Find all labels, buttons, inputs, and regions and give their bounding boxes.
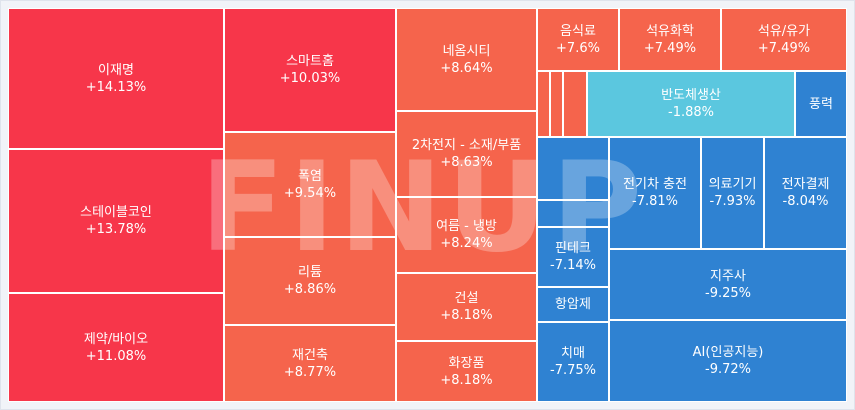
treemap-filler-tile — [537, 71, 550, 137]
tile-change: +8.63% — [440, 155, 493, 170]
tile-name: 건설 — [454, 291, 479, 306]
tile-name: 이재명 — [98, 62, 134, 78]
tile-name: 핀테크 — [555, 241, 591, 256]
tile-name: 여름 - 냉방 — [436, 219, 497, 234]
tile-change: -7.75% — [550, 363, 596, 378]
treemap-tile[interactable]: AI(인공지능) -9.72% — [609, 320, 847, 402]
tile-name: 항암제 — [555, 297, 591, 312]
tile-change: -1.88% — [668, 105, 714, 120]
treemap-tile[interactable]: 항암제 — [537, 287, 609, 322]
treemap-tile[interactable]: 이재명 +14.13% — [8, 8, 224, 149]
tile-change: +8.18% — [440, 372, 493, 388]
tile-name: 폭염 — [298, 168, 322, 184]
tile-change: -8.04% — [782, 194, 829, 209]
tile-change: +9.54% — [283, 185, 337, 201]
treemap-tile[interactable]: 반도체생산 -1.88% — [587, 71, 795, 137]
tile-change: +14.13% — [85, 79, 147, 95]
treemap-filler-tile — [550, 71, 563, 137]
tile-change: +13.78% — [85, 222, 147, 237]
treemap-tile[interactable]: 건설 +8.18% — [396, 273, 537, 341]
tile-change: +11.08% — [85, 348, 147, 364]
treemap-tile[interactable]: 석유화학 +7.49% — [619, 8, 721, 71]
tile-name: 제약/바이오 — [83, 331, 149, 347]
tile-name: 치매 — [561, 346, 585, 361]
treemap-tile[interactable]: 전기차 충전 -7.81% — [609, 137, 701, 249]
treemap-tile[interactable]: 전자결제 -8.04% — [764, 137, 847, 249]
treemap-tile[interactable]: 화장품 +8.18% — [396, 341, 537, 402]
treemap-tile[interactable]: 여름 - 냉방 +8.24% — [396, 197, 537, 273]
tile-name: 반도체생산 — [661, 88, 721, 103]
treemap-tile[interactable]: 폭염 +9.54% — [224, 132, 396, 237]
treemap-tile[interactable]: 핀테크 -7.14% — [537, 227, 609, 287]
tile-name: 전기차 충전 — [623, 177, 687, 192]
treemap-tile[interactable]: 스마트홈 +10.03% — [224, 8, 396, 132]
treemap-tile[interactable]: 치매 -7.75% — [537, 322, 609, 402]
treemap-tile[interactable]: 재건축 +8.77% — [224, 325, 396, 402]
treemap-tile[interactable]: 지주사 -9.25% — [609, 249, 847, 320]
treemap-tile[interactable]: 풍력 — [795, 71, 847, 137]
treemap-tile[interactable]: 스테이블코인 +13.78% — [8, 149, 224, 293]
treemap-tile[interactable]: 리튬 +8.86% — [224, 237, 396, 325]
tile-change: +7.49% — [757, 40, 811, 56]
tile-name: 스마트홈 — [286, 54, 334, 69]
tile-change: -9.25% — [705, 285, 751, 301]
treemap-filler-tile — [537, 137, 609, 200]
treemap-tile[interactable]: 의료기기 -7.93% — [701, 137, 764, 249]
tile-name: 리튬 — [298, 265, 322, 280]
tile-change: +8.77% — [283, 364, 337, 380]
tile-change: +7.49% — [643, 40, 697, 56]
tile-name: 석유/유가 — [757, 23, 811, 39]
treemap-tile[interactable]: 석유/유가 +7.49% — [721, 8, 847, 71]
tile-name: 석유화학 — [646, 23, 694, 39]
tile-name: 음식료 — [560, 23, 596, 39]
treemap-tile[interactable]: 네옴시티 +8.64% — [396, 8, 537, 111]
tile-name: 네옴시티 — [442, 43, 491, 59]
tile-change: +7.6% — [556, 40, 600, 56]
treemap-tile[interactable]: 2차전지 - 소재/부품 +8.63% — [396, 111, 537, 197]
tile-name: AI(인공지능) — [692, 345, 764, 360]
tile-name: 2차전지 - 소재/부품 — [411, 138, 522, 153]
tile-change: +8.18% — [440, 308, 493, 323]
tile-name: 지주사 — [710, 268, 746, 284]
tile-change: -7.81% — [632, 194, 678, 209]
tile-change: +8.24% — [440, 236, 493, 251]
tile-change: +8.64% — [440, 60, 493, 76]
treemap-filler-tile — [563, 71, 587, 137]
treemap-tile[interactable]: 제약/바이오 +11.08% — [8, 293, 224, 402]
treemap-filler-tile — [537, 200, 609, 227]
tile-name: 재건축 — [292, 347, 328, 363]
tile-change: -9.72% — [705, 362, 751, 377]
tile-name: 풍력 — [809, 96, 833, 112]
tile-change: +10.03% — [279, 71, 341, 86]
tile-name: 전자결제 — [781, 177, 830, 192]
tile-change: +8.86% — [283, 282, 337, 297]
tile-name: 화장품 — [448, 355, 485, 371]
tile-change: -7.93% — [709, 194, 756, 209]
tile-change: -7.14% — [550, 258, 596, 273]
tile-name: 의료기기 — [708, 177, 757, 192]
tile-name: 스테이블코인 — [80, 205, 152, 220]
treemap-tile[interactable]: 음식료 +7.6% — [537, 8, 619, 71]
